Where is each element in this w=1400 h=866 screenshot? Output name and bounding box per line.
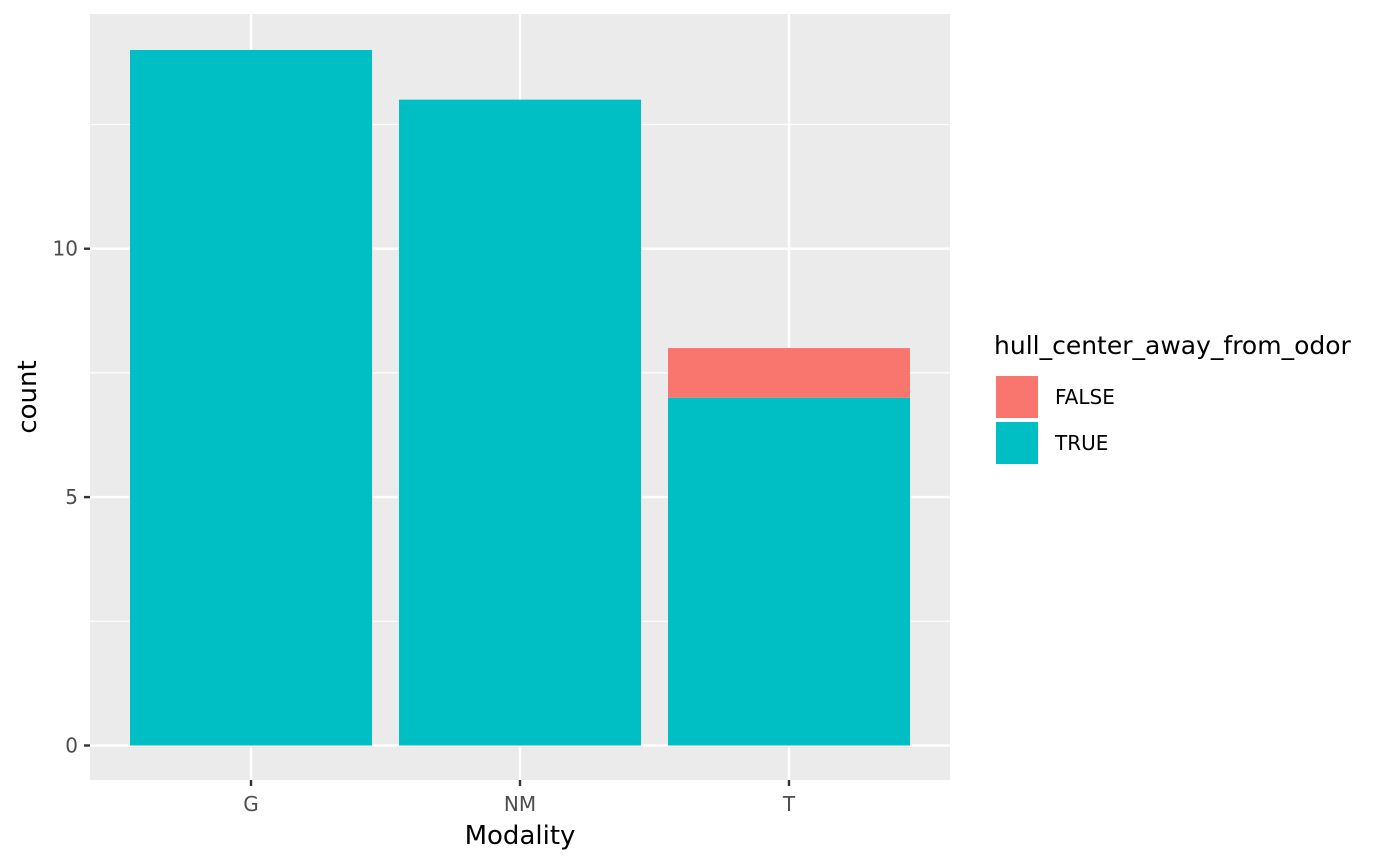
- legend-title: hull_center_away_from_odor: [994, 331, 1352, 360]
- x-tick-label: NM: [504, 792, 536, 816]
- legend-key-FALSE: [994, 374, 1040, 420]
- x-tick-label: T: [782, 792, 796, 816]
- y-axis-title: count: [13, 360, 43, 433]
- bars: [130, 49, 910, 746]
- y-tick-label: 5: [65, 485, 78, 509]
- legend-label-TRUE: TRUE: [1054, 431, 1108, 455]
- bar-NM-TRUE: [399, 99, 641, 746]
- x-axis-title: Modality: [465, 821, 576, 851]
- legend: hull_center_away_from_odor FALSE TRUE: [994, 331, 1352, 466]
- y-tick-label: 0: [65, 734, 78, 758]
- legend-label-FALSE: FALSE: [1055, 385, 1115, 409]
- y-tick-label: 10: [53, 237, 78, 261]
- legend-key-TRUE: [994, 420, 1040, 466]
- bar-T-TRUE: [668, 397, 910, 746]
- bar-T-FALSE: [668, 348, 910, 398]
- axes: 0 5 10 G NM T: [53, 237, 796, 816]
- bar-G-TRUE: [130, 49, 372, 746]
- x-tick-label: G: [243, 792, 259, 816]
